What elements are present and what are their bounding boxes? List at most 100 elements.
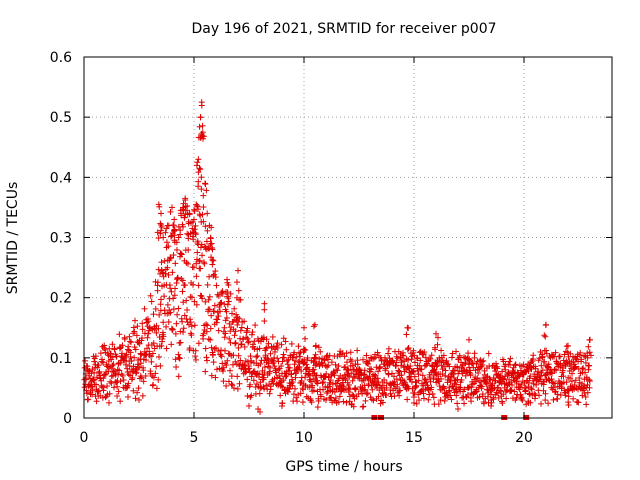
data-point xyxy=(224,357,231,364)
data-point xyxy=(241,318,248,325)
data-point xyxy=(215,327,222,334)
data-point xyxy=(282,373,289,380)
data-point xyxy=(232,339,239,346)
data-point xyxy=(175,351,182,358)
data-point xyxy=(89,387,96,394)
data-point xyxy=(310,366,317,373)
data-point xyxy=(430,394,437,401)
data-point xyxy=(238,324,245,331)
data-point xyxy=(150,374,157,381)
data-point xyxy=(266,390,273,397)
data-point xyxy=(81,384,88,391)
data-point xyxy=(272,346,279,353)
data-point xyxy=(251,345,258,352)
data-point xyxy=(288,370,295,377)
data-point xyxy=(158,210,164,217)
data-point xyxy=(218,347,225,354)
data-point xyxy=(332,395,339,402)
data-point xyxy=(310,387,317,394)
data-point xyxy=(174,311,181,318)
data-point xyxy=(177,328,184,335)
data-point xyxy=(270,380,277,387)
data-point xyxy=(349,377,356,384)
data-point xyxy=(369,386,376,393)
data-point xyxy=(204,322,211,329)
data-point xyxy=(322,373,329,380)
data-point xyxy=(106,390,113,397)
data-point xyxy=(247,353,254,360)
data-point xyxy=(465,350,472,357)
data-point xyxy=(131,328,138,335)
data-point xyxy=(177,339,184,346)
data-point xyxy=(311,354,318,361)
data-point xyxy=(454,400,461,407)
data-point xyxy=(262,345,269,352)
data-point xyxy=(281,354,288,361)
y-tick-label: 0.2 xyxy=(50,291,72,307)
data-point xyxy=(235,267,241,274)
data-point xyxy=(160,273,167,280)
data-point xyxy=(179,318,186,325)
data-point xyxy=(535,387,542,394)
data-point xyxy=(111,367,118,374)
data-point xyxy=(197,114,204,121)
data-point xyxy=(297,390,304,397)
data-point xyxy=(172,260,179,267)
data-point xyxy=(221,334,228,341)
data-point xyxy=(117,398,124,405)
data-point xyxy=(132,346,139,353)
data-point xyxy=(138,374,145,381)
data-point xyxy=(148,298,155,305)
data-point xyxy=(302,374,309,381)
data-point xyxy=(265,340,272,347)
data-point xyxy=(248,373,255,380)
data-point xyxy=(227,367,234,374)
data-point xyxy=(438,347,445,354)
data-point xyxy=(145,330,152,337)
data-point xyxy=(352,386,359,393)
data-point xyxy=(175,305,182,312)
data-point xyxy=(363,352,370,359)
data-point xyxy=(295,391,302,398)
data-point xyxy=(223,382,230,389)
data-point xyxy=(139,326,146,333)
data-point xyxy=(360,356,367,363)
y-tick-label: 0.3 xyxy=(50,231,72,247)
data-point xyxy=(169,204,175,211)
data-point xyxy=(403,331,410,338)
data-point xyxy=(310,359,317,366)
data-point xyxy=(105,368,112,375)
data-point xyxy=(348,358,355,365)
data-point xyxy=(365,360,372,367)
data-point xyxy=(233,279,240,286)
x-tick-label: 10 xyxy=(295,430,313,446)
data-point xyxy=(211,302,218,309)
x-tick-label: 15 xyxy=(405,430,423,446)
data-point xyxy=(128,339,135,346)
data-point xyxy=(192,347,199,354)
data-point xyxy=(158,259,165,266)
data-point xyxy=(256,390,263,397)
data-point xyxy=(286,385,293,392)
data-point xyxy=(274,355,281,362)
data-point xyxy=(90,376,97,383)
data-point xyxy=(344,366,351,373)
data-point xyxy=(206,306,213,313)
data-point xyxy=(166,307,173,314)
data-point xyxy=(87,375,94,382)
data-point xyxy=(377,363,384,370)
data-point xyxy=(245,338,252,345)
data-point xyxy=(187,316,194,323)
data-point xyxy=(302,346,309,353)
data-point xyxy=(125,393,131,400)
data-point xyxy=(327,395,334,402)
data-point xyxy=(485,350,492,357)
data-point xyxy=(156,311,163,318)
data-point xyxy=(169,269,176,276)
data-point xyxy=(267,350,274,357)
data-point xyxy=(356,366,363,373)
data-point xyxy=(542,397,549,404)
data-point xyxy=(235,352,242,359)
data-point xyxy=(196,257,203,264)
data-point xyxy=(550,396,557,403)
